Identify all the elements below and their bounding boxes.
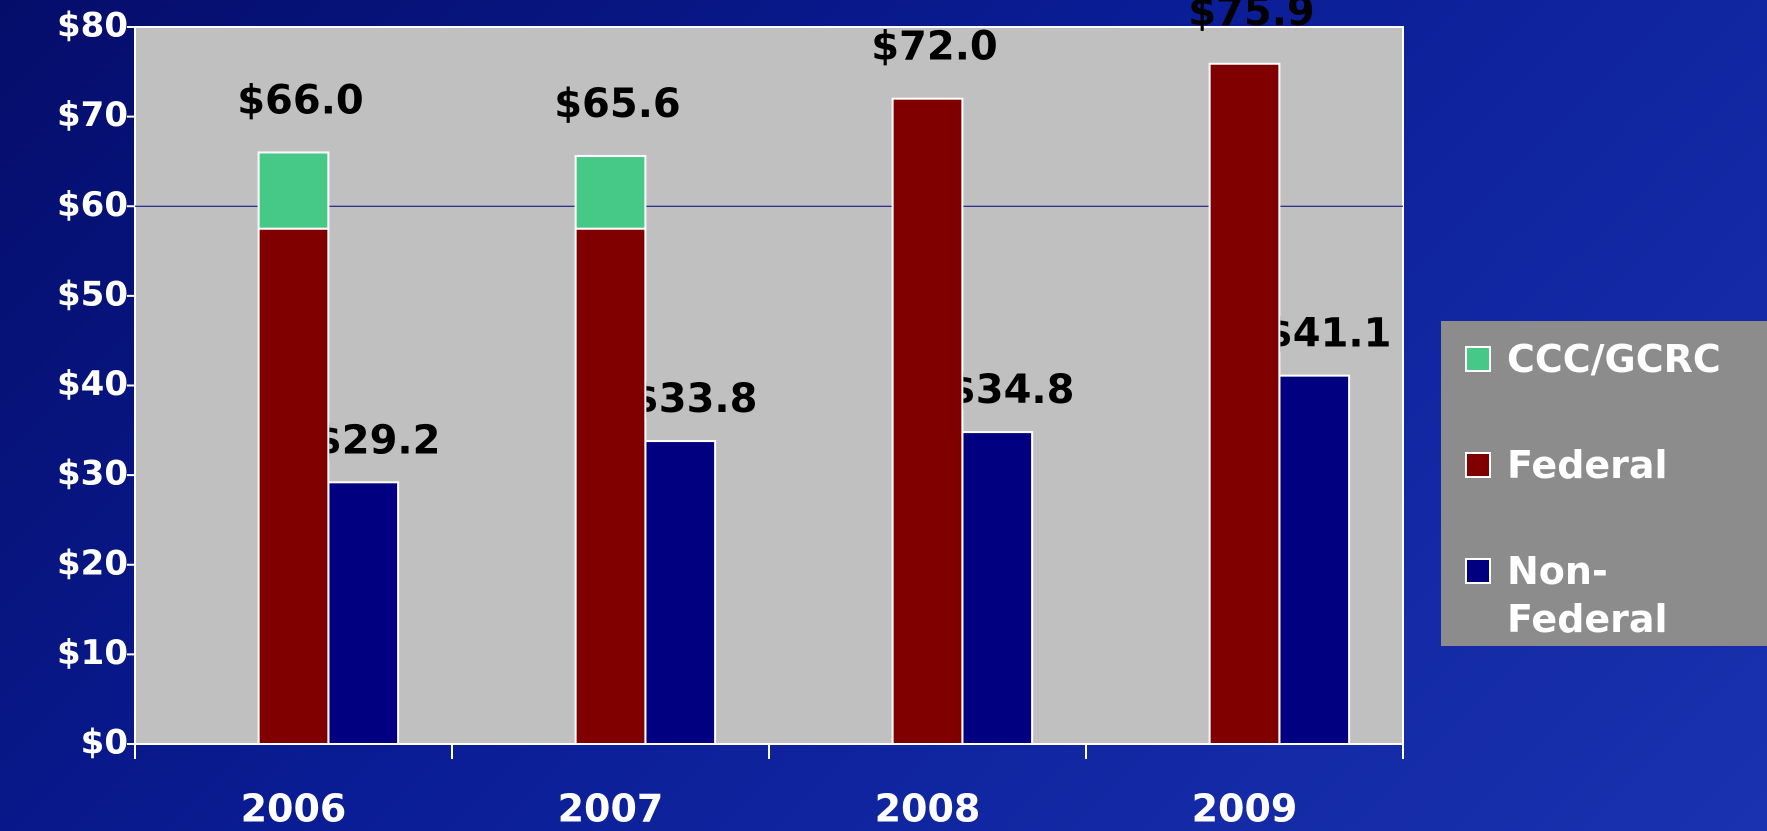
- bar: [961, 431, 1034, 745]
- bar: [257, 227, 330, 745]
- legend-swatch: [1465, 346, 1491, 372]
- bar: [574, 155, 647, 230]
- legend: CCC/GCRC Federal Non-Federal: [1441, 321, 1767, 646]
- legend-item: CCC/GCRC: [1465, 335, 1767, 383]
- legend-swatch: [1465, 558, 1491, 584]
- y-tick-label: $20: [57, 543, 128, 583]
- data-label: $41.1: [1265, 311, 1392, 357]
- data-label: $33.8: [631, 376, 758, 422]
- y-tick-label: $10: [57, 633, 128, 673]
- bar: [644, 440, 717, 745]
- bar: [891, 97, 964, 745]
- y-tick-label: $80: [57, 6, 128, 46]
- legend-item: Non-Federal: [1465, 547, 1767, 643]
- legend-label: CCC/GCRC: [1507, 337, 1721, 381]
- bar: [1208, 62, 1281, 745]
- x-tick-label: 2009: [1192, 787, 1298, 831]
- legend-label: Non-Federal: [1507, 549, 1668, 641]
- total-label: $65.6: [554, 81, 681, 127]
- total-label: $66.0: [237, 77, 364, 123]
- y-tick-label: $30: [57, 454, 128, 494]
- x-tick-label: 2008: [875, 787, 981, 831]
- bar: [1278, 374, 1351, 745]
- legend-label: Federal: [1507, 443, 1668, 487]
- y-tick-label: $50: [57, 274, 128, 314]
- y-tick-label: $60: [57, 185, 128, 225]
- data-label: $34.8: [948, 367, 1075, 413]
- data-label: $29.2: [314, 417, 441, 463]
- bar: [574, 227, 647, 745]
- y-tick-label: $70: [57, 95, 128, 135]
- legend-swatch: [1465, 452, 1491, 478]
- total-label: $75.9: [1188, 0, 1315, 35]
- bar: [257, 151, 330, 230]
- bar: [327, 481, 400, 745]
- x-tick-label: 2007: [558, 787, 664, 831]
- legend-item: Federal: [1465, 441, 1767, 489]
- y-tick-label: $0: [81, 723, 128, 763]
- x-tick-label: 2006: [241, 787, 347, 831]
- y-tick-label: $40: [57, 364, 128, 404]
- total-label: $72.0: [871, 24, 998, 70]
